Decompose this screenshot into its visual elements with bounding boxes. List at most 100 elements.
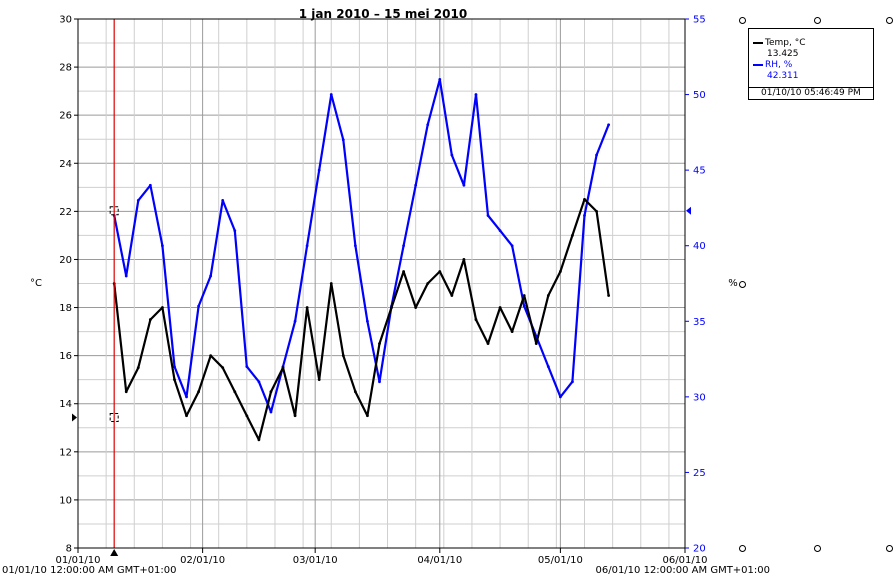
legend-swatch-rh — [753, 63, 763, 66]
data-point-rh — [245, 365, 249, 369]
y-left-tick-label: 26 — [59, 111, 72, 122]
data-point-rh — [233, 229, 237, 233]
data-point-rh — [583, 214, 586, 217]
data-point-rh — [426, 123, 430, 127]
data-point-rh — [378, 380, 381, 384]
data-point-rh — [173, 365, 176, 369]
y-right-tick-label: 35 — [693, 317, 706, 328]
data-point-temp — [293, 414, 297, 418]
data-point-temp — [136, 366, 140, 370]
data-point-temp — [558, 270, 562, 273]
x-tick-label: 06/01/10 — [663, 555, 708, 566]
data-point-temp — [510, 330, 514, 333]
data-point-rh — [571, 380, 574, 384]
data-point-rh — [305, 244, 309, 248]
data-point-rh — [124, 274, 128, 278]
resize-handle-bottom-mid[interactable] — [814, 545, 821, 552]
data-point-temp — [197, 390, 200, 394]
data-point-temp — [173, 378, 176, 382]
data-point-temp — [438, 270, 442, 273]
rh-value-marker — [686, 206, 691, 215]
data-point-temp — [341, 354, 345, 358]
data-point-rh — [185, 395, 188, 399]
data-point-temp — [474, 318, 478, 321]
legend-label-temp: Temp, °C — [765, 38, 806, 48]
y-right-tick-label: 30 — [693, 392, 706, 403]
data-point-temp — [124, 390, 128, 394]
series-group — [109, 19, 611, 548]
resize-handle-top-right[interactable] — [886, 17, 893, 24]
legend-value-temp: 13.425 — [767, 49, 799, 59]
resize-handle-bottom-right[interactable] — [886, 545, 893, 552]
legend: Temp, °C 13.425 RH, % 42.311 01/10/10 05… — [748, 28, 874, 100]
cursor-marker-bottom — [110, 549, 119, 556]
y-right-tick-label: 45 — [693, 166, 706, 177]
data-point-temp — [185, 414, 188, 418]
resize-handle-mid-left[interactable] — [739, 281, 746, 288]
data-point-temp — [462, 258, 466, 261]
data-point-temp — [402, 270, 406, 273]
data-point-rh — [366, 319, 369, 323]
y-right-tick-label: 40 — [693, 241, 706, 252]
data-point-temp — [390, 306, 393, 309]
data-point-temp — [378, 342, 381, 346]
data-point-rh — [607, 123, 611, 127]
data-point-rh — [197, 304, 200, 308]
legend-entry-temp: Temp, °C — [753, 38, 806, 49]
y-right-tick-label: 50 — [693, 90, 706, 101]
data-point-rh — [317, 168, 321, 172]
y-right-tick-label: 25 — [693, 468, 706, 479]
data-point-rh — [148, 183, 152, 187]
cursor-point-temp — [109, 413, 119, 423]
data-point-rh — [462, 183, 466, 187]
data-point-rh — [474, 93, 478, 96]
legend-entry-rh: RH, % — [753, 60, 792, 71]
data-point-temp — [209, 354, 213, 358]
data-point-rh — [450, 153, 454, 157]
axes: 01/01/10 02/01/10 03/01/10 04/01/10 05/01/10… — [56, 15, 708, 567]
data-point-rh — [414, 183, 418, 187]
chart-title: 1 jan 2010 – 15 mei 2010 — [299, 7, 467, 21]
data-point-rh — [546, 365, 550, 369]
x-tick-label: 04/01/10 — [417, 555, 462, 566]
data-point-temp — [546, 294, 550, 297]
legend-time: 01/10/10 05:46:49 PM — [749, 87, 873, 99]
resize-handle-top-left[interactable] — [739, 17, 746, 24]
legend-swatch-temp — [753, 41, 763, 44]
cursor-point-rh — [109, 206, 119, 216]
resize-handle-bottom-left[interactable] — [739, 545, 746, 552]
data-point-temp — [583, 197, 586, 201]
data-point-temp — [607, 294, 611, 297]
data-point-rh — [209, 274, 213, 278]
data-point-temp — [571, 234, 574, 237]
y-left-tick-label: 28 — [59, 63, 72, 74]
y-left-tick-label: 30 — [59, 15, 72, 26]
x-tick-label: 01/01/10 — [56, 555, 101, 566]
data-point-temp — [329, 282, 333, 285]
data-point-rh — [595, 153, 598, 157]
y-left-tick-label: 10 — [59, 495, 72, 506]
y-right-tick-label: 55 — [693, 15, 706, 26]
resize-handle-top-mid[interactable] — [814, 17, 821, 24]
x-tick-label: 05/01/10 — [538, 555, 583, 566]
legend-label-rh: RH, % — [765, 60, 793, 70]
y-left-tick-label: 16 — [59, 351, 72, 362]
data-point-temp — [366, 414, 369, 418]
data-point-temp — [486, 342, 490, 346]
data-point-temp — [305, 306, 309, 309]
data-point-rh — [269, 410, 273, 414]
data-point-rh — [498, 229, 502, 233]
data-point-temp — [353, 390, 357, 394]
y-right-tick-label: 20 — [693, 544, 706, 555]
grid — [77, 18, 686, 549]
data-point-rh — [486, 214, 490, 217]
y-right-label: % — [728, 278, 738, 289]
x-tick-label: 03/01/10 — [293, 555, 338, 566]
data-point-rh — [353, 244, 357, 248]
data-point-temp — [595, 209, 598, 213]
y-left-tick-label: 22 — [59, 207, 72, 218]
data-point-rh — [257, 380, 261, 384]
data-point-temp — [161, 306, 164, 309]
y-left-tick-label: 18 — [59, 303, 72, 314]
